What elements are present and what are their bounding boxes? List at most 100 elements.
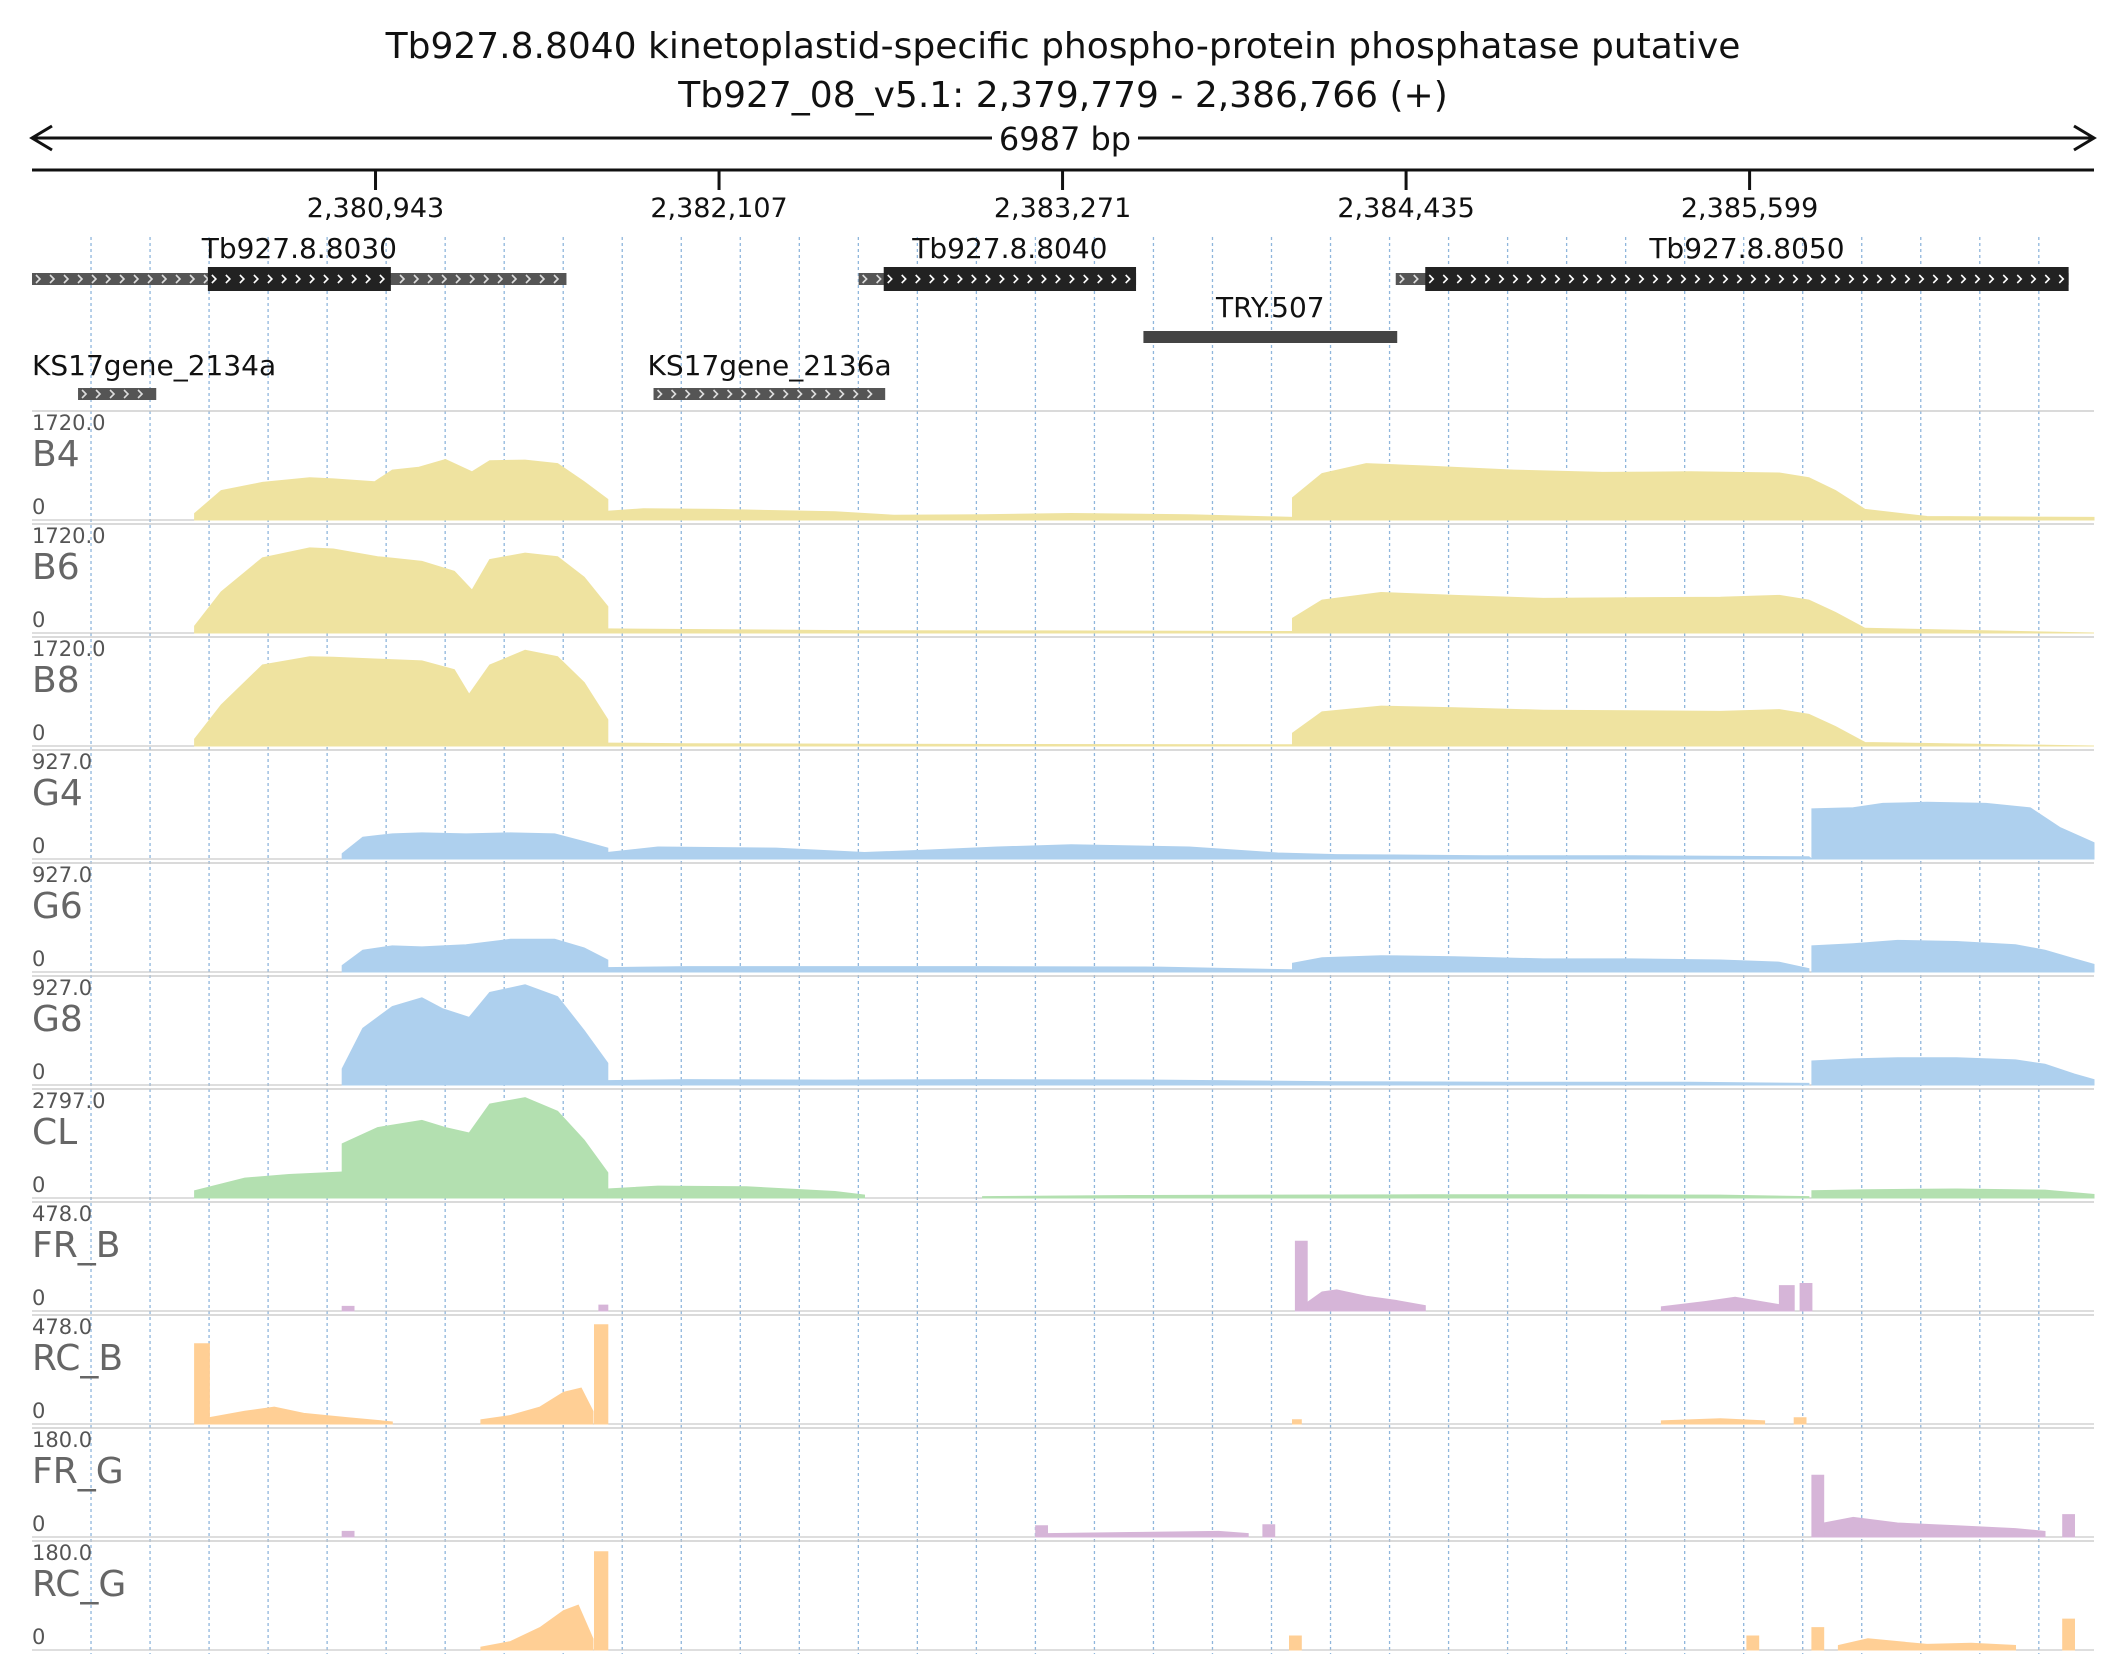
track-min-label: 0 <box>32 1173 45 1197</box>
strand-arrow-icon <box>1666 274 1673 284</box>
track-name: FR_B <box>32 1225 120 1266</box>
strand-arrow-icon <box>497 274 504 284</box>
strand-arrow-icon <box>1680 274 1687 284</box>
feature-label: Tb927.8.8050 <box>1648 232 1844 265</box>
coverage-area <box>2062 1514 2075 1538</box>
coverage-area <box>1811 939 2095 973</box>
strand-arrow-icon <box>1918 274 1925 284</box>
coverage-area <box>1811 801 2095 860</box>
strand-arrow-icon <box>441 274 448 284</box>
coverage-area <box>594 1551 609 1651</box>
strand-arrow-icon <box>929 274 935 284</box>
track-name: B8 <box>32 660 80 701</box>
track-name: RC_G <box>32 1564 126 1605</box>
track-min-label: 0 <box>32 834 45 858</box>
track-name: G4 <box>32 773 83 814</box>
track-name: G6 <box>32 886 83 927</box>
coverage-area <box>1294 1240 1308 1312</box>
strand-arrow-icon <box>1876 274 1883 284</box>
track-name: RC_B <box>32 1338 123 1379</box>
feature-ks17gene-2136a: KS17gene_2136a <box>648 349 892 400</box>
strand-arrow-icon <box>943 274 949 284</box>
coverage-area <box>607 844 1814 860</box>
track-rc-b: 478.0RC_B 0 <box>32 1314 2094 1425</box>
coverage-area <box>194 649 609 747</box>
coverage-area <box>341 832 609 860</box>
strand-arrow-icon <box>1428 274 1435 284</box>
strand-arrow-icon <box>971 274 977 284</box>
strand-arrow-icon <box>105 274 112 284</box>
coverage-tracks: 1720.0B401720.0B601720.0B80927.0G40927.0… <box>32 410 2095 1651</box>
strand-arrow-icon <box>2058 274 2065 284</box>
strand-arrow-icon <box>1041 274 1047 284</box>
strand-arrow-icon <box>511 274 518 284</box>
strand-arrow-icon <box>1652 274 1659 284</box>
strand-arrow-icon <box>684 389 691 399</box>
coverage-area <box>341 938 609 973</box>
coverage-area <box>1047 1530 1249 1538</box>
track-g4: 927.0G4 0 <box>32 749 2095 860</box>
strand-arrow-icon <box>1736 274 1743 284</box>
strand-arrow-icon <box>1624 274 1631 284</box>
strand-arrow-icon <box>1974 274 1981 284</box>
strand-arrow-icon <box>323 274 330 284</box>
strand-arrow-icon <box>698 389 705 399</box>
strand-arrow-icon <box>1526 274 1533 284</box>
strand-arrow-icon <box>525 274 532 284</box>
track-min-label: 0 <box>32 947 45 971</box>
feature-cds <box>883 267 1137 291</box>
strand-arrow-icon <box>810 389 817 399</box>
track-max-label: 180.0 <box>32 1428 92 1452</box>
strand-arrow-icon <box>2016 274 2023 284</box>
gene-title: Tb927.8.8040 kinetoplastid-specific phos… <box>385 26 1741 67</box>
strand-arrow-icon <box>1708 274 1715 284</box>
coverage-area <box>1746 1635 1760 1651</box>
strand-arrow-icon <box>1932 274 1939 284</box>
feature-tb927-8-8030: Tb927.8.8030 <box>32 232 567 291</box>
feature-try-507: TRY.507 <box>1143 291 1398 343</box>
track-min-label: 0 <box>32 1625 45 1649</box>
coverage-area <box>2062 1618 2075 1651</box>
strand-arrow-icon <box>1097 274 1103 284</box>
track-name: B4 <box>32 434 80 475</box>
strand-arrow-icon <box>175 274 182 284</box>
strand-arrow-icon <box>1722 274 1729 284</box>
strand-arrow-icon <box>754 389 761 399</box>
strand-arrow-icon <box>49 274 56 284</box>
feature-cds <box>1425 267 2069 291</box>
strand-arrow-icon <box>1596 274 1603 284</box>
strand-arrow-icon <box>1764 274 1771 284</box>
coverage-area <box>194 1343 210 1425</box>
feature-tb927-8-8050: Tb927.8.8050 <box>1395 232 2069 291</box>
strand-arrow-icon <box>915 274 921 284</box>
strand-arrow-icon <box>1988 274 1995 284</box>
strand-arrow-icon <box>1484 274 1491 284</box>
strand-arrow-icon <box>123 389 130 399</box>
strand-arrow-icon <box>866 389 873 399</box>
feature-utr <box>653 388 886 400</box>
coverage-area <box>1289 1635 1302 1651</box>
track-g6: 927.0G6 0 <box>32 862 2095 973</box>
coverage-area <box>982 1194 1810 1199</box>
coverage-area <box>1837 1638 2016 1651</box>
strand-arrow-icon <box>1069 274 1075 284</box>
strand-arrow-icon <box>1960 274 1967 284</box>
strand-arrow-icon <box>109 389 116 399</box>
feature-label: Tb927.8.8030 <box>201 232 397 265</box>
track-name: CL <box>32 1112 77 1153</box>
strand-arrow-icon <box>553 274 560 284</box>
position-gridlines <box>90 237 2040 1654</box>
strand-arrow-icon <box>351 274 358 284</box>
strand-arrow-icon <box>1456 274 1463 284</box>
strand-arrow-icon <box>147 274 154 284</box>
strand-arrow-icon <box>1413 274 1419 284</box>
track-name: FR_G <box>32 1451 124 1492</box>
track-max-label: 478.0 <box>32 1202 92 1226</box>
ruler-tick-label: 2,385,599 <box>1681 193 1818 224</box>
coverage-area <box>1292 591 2095 634</box>
coverage-area <box>1262 1524 1276 1538</box>
feature-label: KS17gene_2136a <box>648 349 892 382</box>
strand-arrow-icon <box>957 274 963 284</box>
strand-arrow-icon <box>1083 274 1089 284</box>
track-g8: 927.0G8 0 <box>32 975 2095 1086</box>
